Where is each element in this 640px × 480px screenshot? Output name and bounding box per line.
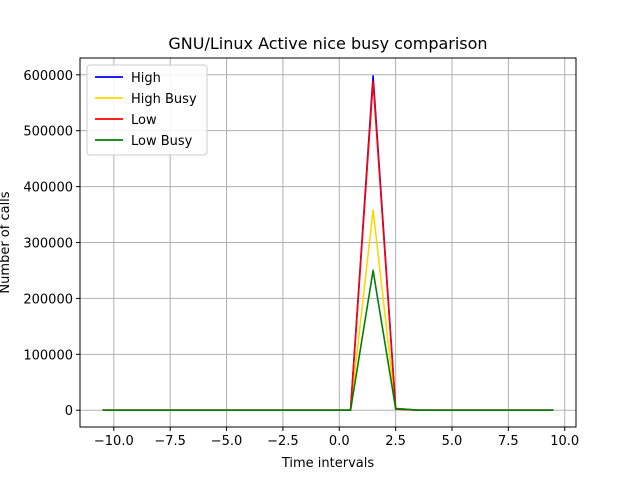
legend-label: Low Busy xyxy=(131,134,193,149)
legend-label: Low xyxy=(131,113,157,128)
y-tick-label: 200000 xyxy=(23,292,73,307)
x-tick-label: −2.5 xyxy=(267,434,299,449)
grid xyxy=(80,58,576,427)
y-tick-label: 400000 xyxy=(23,181,73,196)
legend-box xyxy=(86,64,208,156)
y-tick-label: 0 xyxy=(65,404,73,419)
series-line-low-busy xyxy=(102,269,554,412)
y-tick-label: 300000 xyxy=(23,237,73,252)
legend: High High Busy Low Low Busy xyxy=(86,64,208,156)
x-tick-label: 0.0 xyxy=(329,434,350,449)
y-tick-label: 600000 xyxy=(23,69,73,84)
x-tick-label: −5.0 xyxy=(211,434,243,449)
x-tick-label: 10.0 xyxy=(550,434,579,449)
x-tick-label: 7.5 xyxy=(498,434,519,449)
x-axis-label: Time intervals xyxy=(281,456,375,471)
y-tick-label: 500000 xyxy=(23,125,73,140)
x-tick-label: 5.0 xyxy=(442,434,463,449)
axis-ticks: −10.0 −7.5 −5.0 −2.5 0.0 2.5 5.0 7.5 10.0 0 100000… xyxy=(23,69,579,449)
legend-label: High xyxy=(131,71,161,86)
series-lines xyxy=(102,75,554,412)
chart-title: GNU/Linux Active nice busy comparison xyxy=(168,34,487,53)
x-tick-label: 2.5 xyxy=(385,434,406,449)
x-tick-label: −7.5 xyxy=(154,434,186,449)
legend-label: High Busy xyxy=(131,92,197,107)
y-tick-label: 100000 xyxy=(23,348,73,363)
y-axis-label: Number of calls xyxy=(0,191,13,293)
x-tick-label: −10.0 xyxy=(94,434,134,449)
